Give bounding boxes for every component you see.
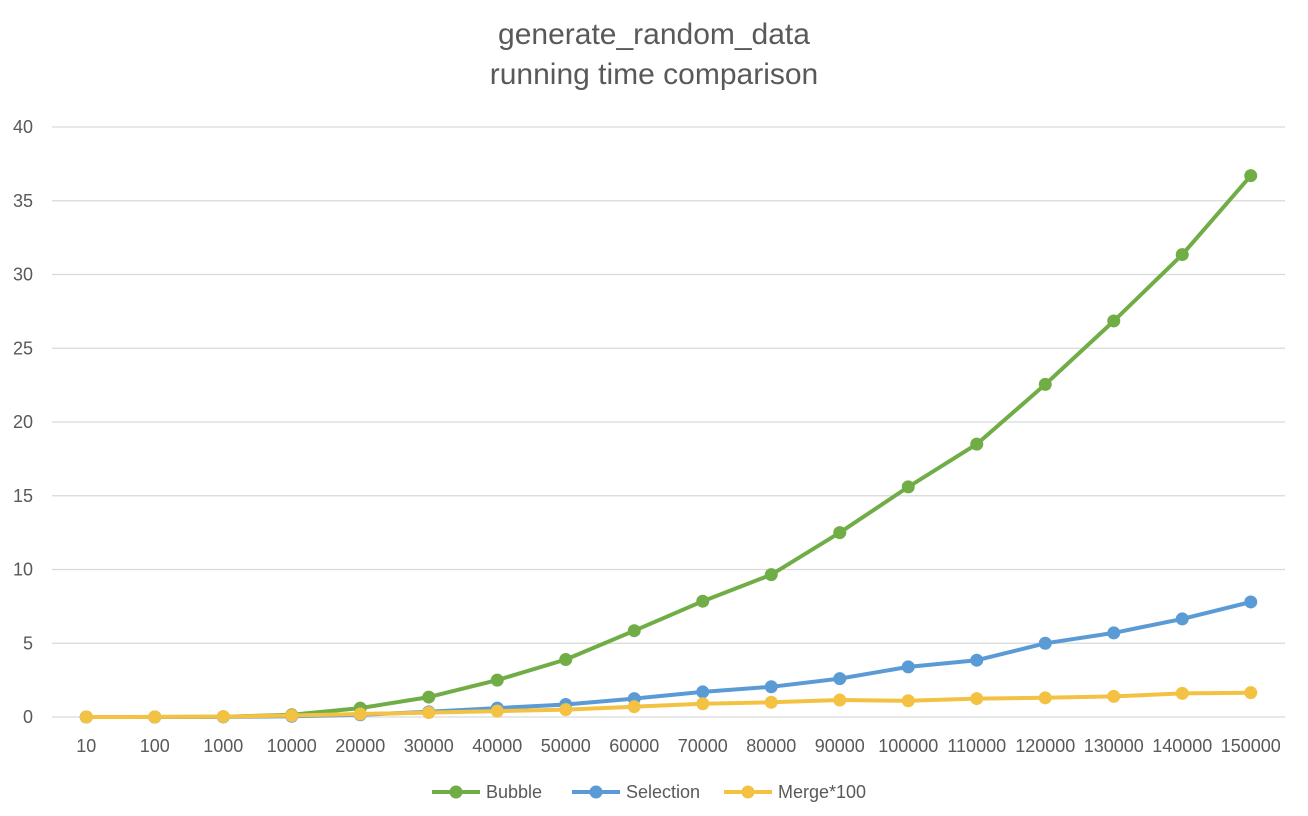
x-tick-label: 50000 [541,736,591,756]
data-point-merge-100 [1107,689,1121,703]
x-tick-label: 70000 [678,736,728,756]
x-tick-label: 30000 [404,736,454,756]
series-merge-100 [79,686,1258,724]
data-point-selection [901,660,915,674]
legend-item-merge-100: Merge*100 [724,782,866,802]
data-point-bubble [764,568,778,582]
data-point-merge-100 [764,695,778,709]
data-point-merge-100 [833,693,847,707]
data-point-bubble [490,673,504,687]
data-point-bubble [1038,377,1052,391]
y-tick-label: 30 [13,265,33,285]
y-tick-label: 5 [23,633,33,653]
x-axis-ticks: 10 100 1000 10000 20000 30000 40000 50000 60000 7… [76,736,1281,756]
x-tick-label: 100000 [878,736,938,756]
gridlines [52,126,1285,718]
legend-label: Merge*100 [778,782,866,802]
data-point-bubble [1107,314,1121,328]
data-point-merge-100 [901,694,915,708]
data-point-selection [833,672,847,686]
chart-title: generate_random_data [498,18,810,51]
data-point-merge-100 [285,709,299,723]
y-tick-label: 10 [13,560,33,580]
legend-marker [449,785,463,799]
x-tick-label: 120000 [1015,736,1075,756]
series-group [79,169,1258,724]
x-tick-label: 90000 [815,736,865,756]
legend-label: Bubble [486,782,542,802]
y-axis-ticks: 0 5 10 15 20 25 30 35 40 [13,117,33,727]
chart-subtitle: running time comparison [489,58,819,91]
data-point-selection [970,653,984,667]
data-point-selection [1175,612,1189,626]
data-point-merge-100 [353,707,367,721]
y-tick-label: 40 [13,117,33,137]
data-point-selection [1244,595,1258,609]
x-tick-label: 80000 [746,736,796,756]
data-point-merge-100 [627,700,641,714]
data-point-bubble [627,624,641,638]
x-tick-label: 10000 [267,736,317,756]
legend-item-selection: Selection [572,782,700,802]
data-point-merge-100 [1175,686,1189,700]
x-tick-label: 100 [140,736,170,756]
data-point-merge-100 [1244,686,1258,700]
x-tick-label: 1000 [203,736,243,756]
data-point-merge-100 [490,704,504,718]
data-point-selection [1107,626,1121,640]
x-tick-label: 130000 [1084,736,1144,756]
x-tick-label: 40000 [472,736,522,756]
x-tick-label: 10 [76,736,96,756]
y-tick-label: 25 [13,338,33,358]
x-tick-label: 20000 [335,736,385,756]
data-point-merge-100 [696,697,710,711]
series-line-merge-100 [86,690,1251,719]
data-point-selection [1038,636,1052,650]
series-line-bubble [86,174,1253,719]
y-tick-label: 20 [13,412,33,432]
legend-item-bubble: Bubble [432,782,542,802]
data-point-merge-100 [148,710,162,724]
y-tick-label: 0 [23,707,33,727]
x-tick-label: 140000 [1152,736,1212,756]
x-tick-label: 60000 [609,736,659,756]
data-point-selection [696,685,710,699]
x-tick-label: 150000 [1221,736,1281,756]
data-point-merge-100 [559,703,573,717]
data-point-bubble [1244,169,1258,183]
legend: Bubble Selection Merge*100 [432,782,866,802]
data-point-bubble [833,526,847,540]
y-tick-label: 35 [13,191,33,211]
data-point-merge-100 [970,692,984,706]
legend-label: Selection [626,782,700,802]
legend-marker [741,785,755,799]
data-point-bubble [422,690,436,704]
data-point-merge-100 [1038,691,1052,705]
data-point-bubble [559,652,573,666]
data-point-merge-100 [422,706,436,720]
series-bubble [79,169,1258,724]
data-point-selection [764,680,778,694]
data-point-bubble [901,480,915,494]
series-line-selection [86,600,1252,719]
legend-marker [589,785,603,799]
y-tick-label: 15 [13,486,33,506]
data-point-bubble [970,437,984,451]
data-point-bubble [696,594,710,608]
data-point-bubble [1175,248,1189,262]
data-point-merge-100 [79,710,93,724]
x-tick-label: 110000 [947,736,1006,756]
data-point-merge-100 [216,710,230,724]
